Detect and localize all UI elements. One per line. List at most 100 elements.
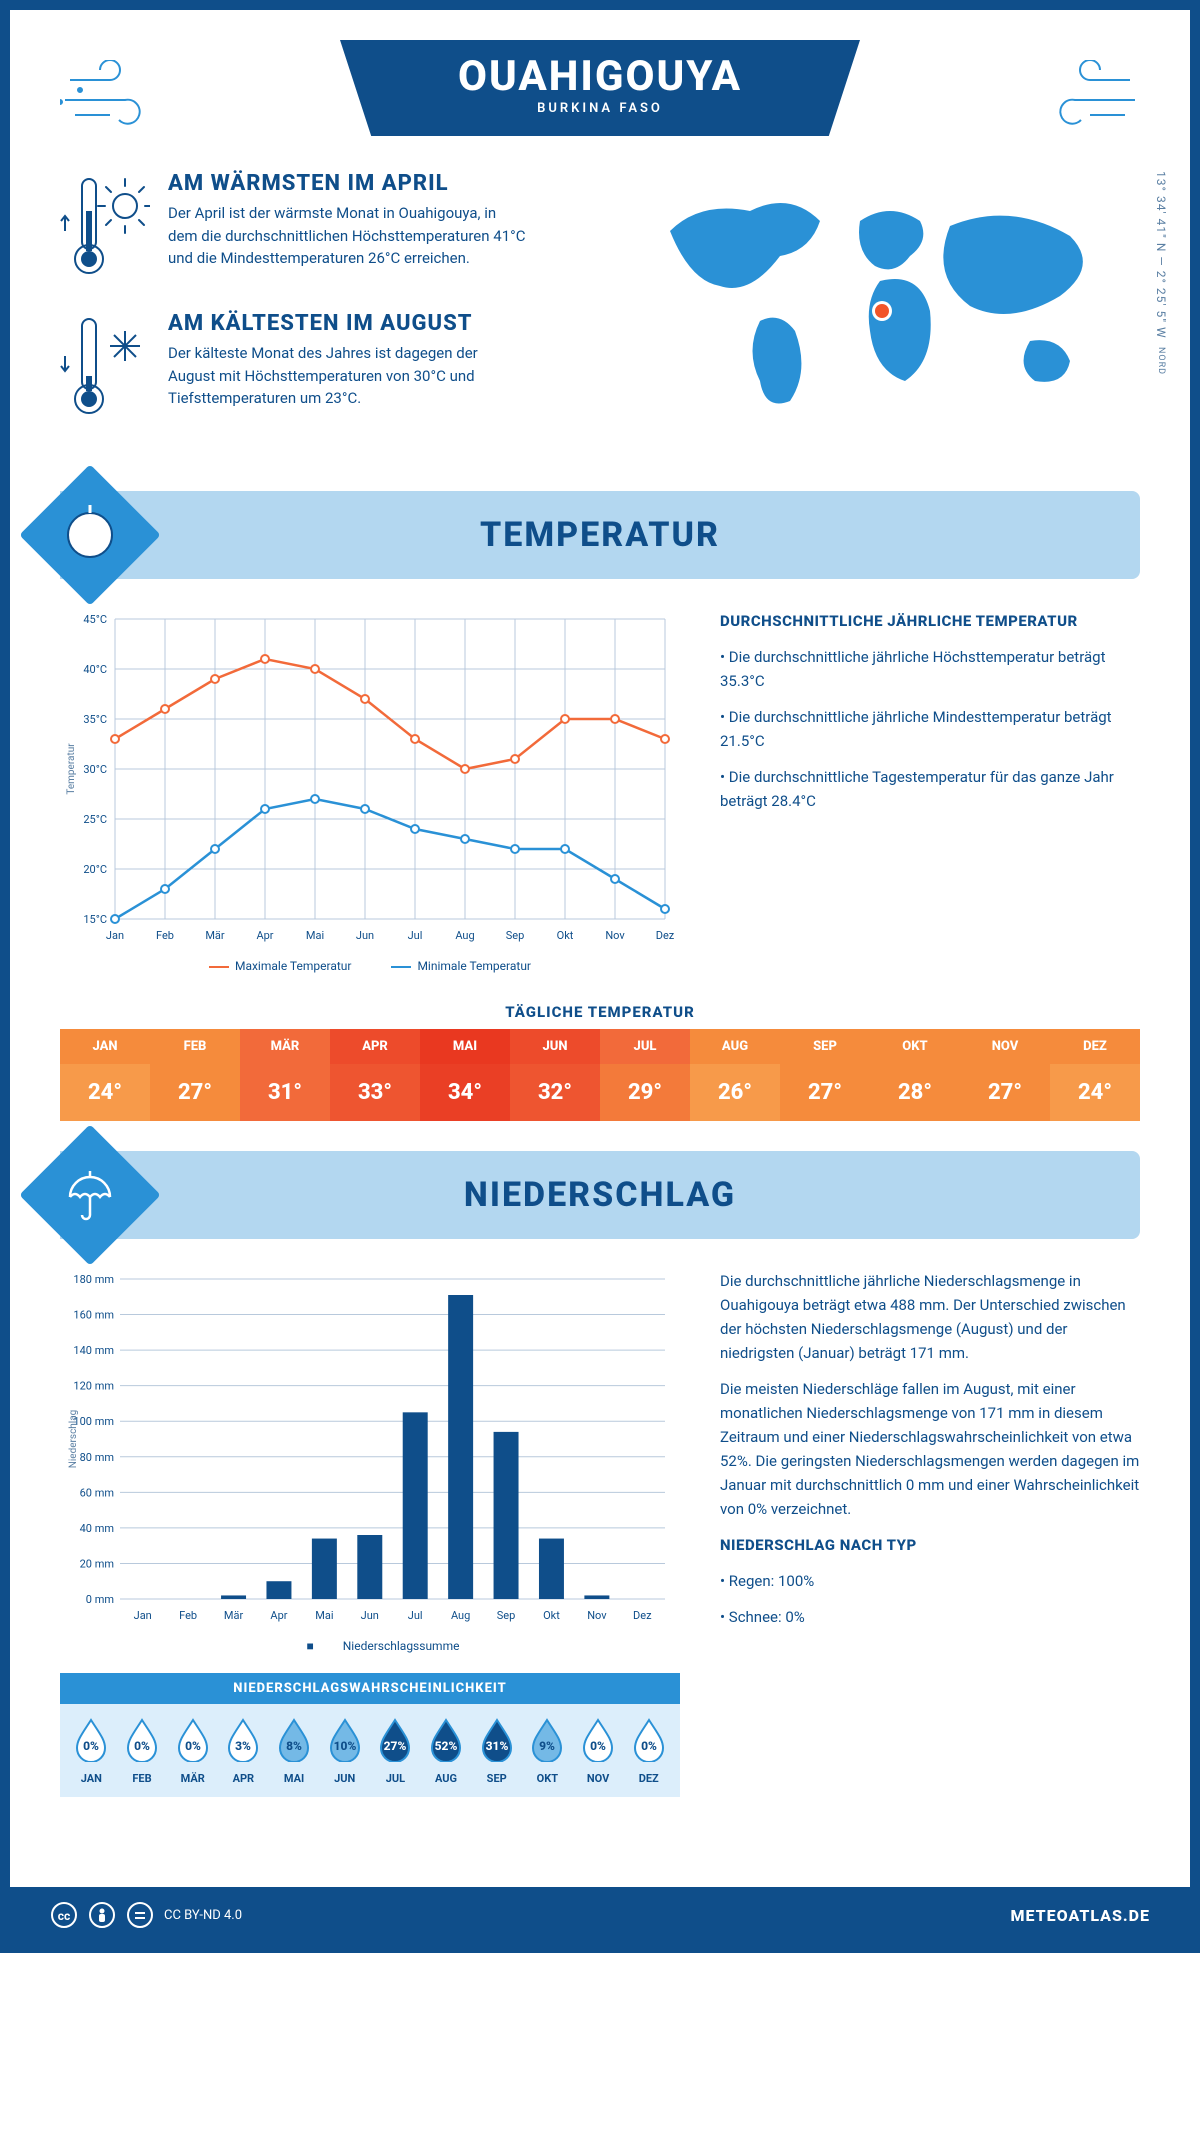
sun-icon [19, 464, 160, 605]
daily-temp-table: JAN24°FEB27°MÄR31°APR33°MAI34°JUN32°JUL2… [60, 1029, 1140, 1121]
coordinates: 13° 34' 41" N — 2° 25' 5" W NORD [1154, 171, 1168, 375]
droplet-icon: 0% [630, 1716, 668, 1762]
svg-text:30°C: 30°C [83, 763, 107, 776]
wind-icon [60, 60, 170, 144]
svg-text:Apr: Apr [256, 929, 273, 942]
title-banner: OUAHIGOUYA BURKINA FASO [340, 40, 860, 136]
svg-text:Okt: Okt [543, 1609, 560, 1622]
site-name: METEOATLAS.DE [1010, 1906, 1150, 1925]
svg-text:25°C: 25°C [83, 813, 107, 826]
droplet-icon: 31% [478, 1716, 516, 1762]
svg-text:Jun: Jun [361, 1609, 379, 1622]
cc-icon: cc [50, 1901, 78, 1929]
droplet-icon: 0% [72, 1716, 110, 1762]
svg-text:Mai: Mai [315, 1609, 333, 1622]
droplet-icon: 10% [326, 1716, 364, 1762]
header: OUAHIGOUYA BURKINA FASO [60, 40, 1140, 136]
svg-text:60 mm: 60 mm [80, 1486, 114, 1499]
svg-text:40 mm: 40 mm [80, 1522, 114, 1535]
fact-warmest: AM WÄRMSTEN IM APRIL Der April ist der w… [60, 171, 580, 281]
svg-text:Jan: Jan [106, 929, 124, 942]
svg-text:0%: 0% [641, 1739, 657, 1753]
svg-text:140 mm: 140 mm [73, 1344, 114, 1357]
svg-text:80 mm: 80 mm [80, 1451, 114, 1464]
svg-text:Niederschlag: Niederschlag [68, 1410, 79, 1469]
umbrella-icon [19, 1124, 160, 1265]
droplet-icon: 8% [275, 1716, 313, 1762]
svg-text:Dez: Dez [656, 929, 675, 942]
droplet-icon: 0% [123, 1716, 161, 1762]
fact-coldest: AM KÄLTESTEN IM AUGUST Der kälteste Mona… [60, 311, 580, 421]
thermometer-snow-icon [60, 311, 150, 421]
temp-legend: Maximale Temperatur Minimale Temperatur [60, 959, 680, 973]
svg-text:0%: 0% [134, 1739, 150, 1753]
svg-text:0%: 0% [590, 1739, 606, 1753]
license-text: CC BY-ND 4.0 [164, 1908, 242, 1923]
svg-text:Dez: Dez [633, 1609, 652, 1622]
svg-text:Nov: Nov [605, 929, 625, 942]
svg-text:15°C: 15°C [83, 913, 107, 926]
svg-text:Jul: Jul [408, 929, 423, 942]
fact-cold-title: AM KÄLTESTEN IM AUGUST [168, 311, 528, 336]
svg-text:40°C: 40°C [83, 663, 107, 676]
svg-text:52%: 52% [435, 1739, 458, 1753]
droplet-icon: 0% [579, 1716, 617, 1762]
svg-text:160 mm: 160 mm [73, 1309, 114, 1322]
svg-text:Sep: Sep [497, 1609, 516, 1622]
temperature-line-chart: 15°C 20°C 25°C 30°C 35°C 40°C 45°C Jan Feb Mär Apr… [60, 609, 680, 949]
svg-text:Jun: Jun [356, 929, 374, 942]
svg-text:9%: 9% [539, 1739, 555, 1753]
precip-summary: Die durchschnittliche jährliche Niedersc… [720, 1269, 1140, 1797]
svg-text:Feb: Feb [156, 929, 174, 942]
svg-text:Temperatur: Temperatur [66, 743, 77, 795]
thermometer-sun-icon [60, 171, 150, 281]
svg-text:0%: 0% [83, 1739, 99, 1753]
svg-text:180 mm: 180 mm [73, 1273, 114, 1286]
svg-text:Aug: Aug [455, 929, 474, 942]
svg-text:45°C: 45°C [83, 613, 107, 626]
precip-probability: NIEDERSCHLAGSWAHRSCHEINLICHKEIT 0% JAN 0… [60, 1673, 680, 1797]
droplet-icon: 9% [528, 1716, 566, 1762]
svg-text:20°C: 20°C [83, 863, 107, 876]
svg-text:3%: 3% [235, 1739, 251, 1753]
svg-text:cc: cc [58, 1909, 71, 1923]
nd-icon [126, 1901, 154, 1929]
svg-text:Mai: Mai [306, 929, 324, 942]
svg-text:Aug: Aug [451, 1609, 470, 1622]
svg-text:120 mm: 120 mm [73, 1380, 114, 1393]
svg-text:100 mm: 100 mm [73, 1415, 114, 1428]
droplet-icon: 52% [427, 1716, 465, 1762]
svg-text:35°C: 35°C [83, 713, 107, 726]
section-title: NIEDERSCHLAG [60, 1175, 1140, 1215]
footer: cc CC BY-ND 4.0 METEOATLAS.DE [10, 1887, 1190, 1943]
svg-text:27%: 27% [384, 1739, 407, 1753]
svg-text:0%: 0% [185, 1739, 201, 1753]
section-precipitation: NIEDERSCHLAG [60, 1151, 1140, 1239]
svg-text:Mär: Mär [224, 1609, 244, 1622]
svg-text:Jul: Jul [408, 1609, 423, 1622]
section-title: TEMPERATUR [60, 515, 1140, 555]
svg-text:Mär: Mär [205, 929, 225, 942]
svg-text:Nov: Nov [587, 1609, 607, 1622]
svg-text:0 mm: 0 mm [86, 1593, 114, 1606]
svg-text:Okt: Okt [557, 929, 574, 942]
svg-text:Apr: Apr [270, 1609, 287, 1622]
svg-text:20 mm: 20 mm [80, 1557, 114, 1570]
svg-text:Jan: Jan [134, 1609, 152, 1622]
section-temperature: TEMPERATUR [60, 491, 1140, 579]
page-subtitle: BURKINA FASO [410, 101, 790, 116]
svg-text:Feb: Feb [179, 1609, 197, 1622]
svg-text:Sep: Sep [506, 929, 525, 942]
temp-summary: DURCHSCHNITTLICHE JÄHRLICHE TEMPERATUR •… [720, 609, 1140, 973]
precipitation-bar-chart: 0 mm 20 mm 40 mm 60 mm 80 mm 100 mm 120 mm 140 … [60, 1269, 680, 1629]
by-icon [88, 1901, 116, 1929]
page-title: OUAHIGOUYA [410, 52, 790, 101]
svg-text:31%: 31% [485, 1739, 508, 1753]
fact-cold-text: Der kälteste Monat des Jahres ist dagege… [168, 342, 528, 410]
droplet-icon: 3% [224, 1716, 262, 1762]
fact-warm-text: Der April ist der wärmste Monat in Ouahi… [168, 202, 528, 270]
world-map: 13° 34' 41" N — 2° 25' 5" W NORD [620, 171, 1140, 451]
droplet-icon: 0% [174, 1716, 212, 1762]
svg-text:10%: 10% [333, 1739, 356, 1753]
droplet-icon: 27% [376, 1716, 414, 1762]
